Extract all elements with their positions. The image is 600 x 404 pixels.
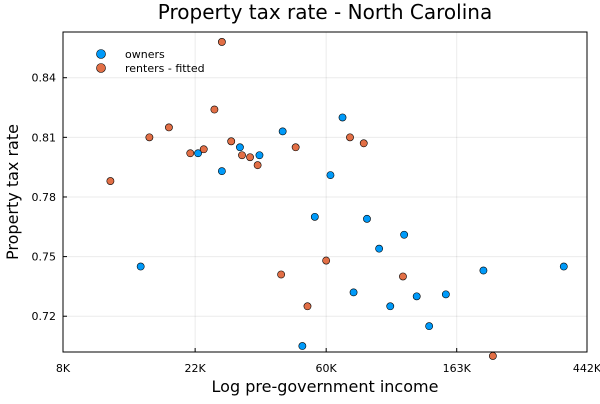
- data-point: [194, 149, 202, 158]
- data-point: [359, 139, 368, 148]
- data-point: [186, 149, 195, 158]
- data-point: [326, 171, 335, 180]
- data-point: [253, 161, 262, 170]
- series-owners: [136, 113, 568, 350]
- data-point: [488, 352, 497, 360]
- data-point: [199, 145, 208, 154]
- data-points: [106, 38, 568, 360]
- series-renters-fitted: [106, 38, 497, 360]
- y-axis-label: Property tax rate: [3, 124, 22, 260]
- data-point: [217, 167, 226, 176]
- data-point: [227, 137, 236, 146]
- plot-frame: [62, 31, 588, 353]
- data-point: [303, 302, 312, 311]
- y-tick-label: 0.75: [32, 251, 57, 264]
- data-point: [399, 272, 407, 281]
- data-point: [386, 302, 395, 311]
- data-point: [363, 214, 371, 223]
- data-point: [238, 151, 246, 160]
- x-tick-label: 8K: [56, 362, 71, 375]
- data-point: [375, 244, 384, 253]
- x-axis-ticks: 8K 22K 60K 163K 442K: [56, 348, 600, 375]
- legend-label: renters - fitted: [125, 62, 205, 75]
- legend-marker: [96, 63, 106, 73]
- data-point: [441, 290, 450, 299]
- data-point: [298, 342, 307, 350]
- data-point: [559, 262, 568, 271]
- data-point: [349, 288, 358, 297]
- data-point: [236, 143, 244, 152]
- legend-label: owners: [125, 48, 165, 61]
- data-point: [210, 105, 219, 114]
- data-point: [400, 230, 409, 239]
- y-tick-label: 0.81: [32, 131, 57, 144]
- data-point: [165, 123, 173, 132]
- data-point: [412, 292, 421, 301]
- data-point: [278, 127, 287, 136]
- chart-title: Property tax rate - North Carolina: [158, 0, 492, 24]
- y-axis-ticks: 0.72 0.75 0.78 0.81 0.84: [32, 72, 67, 323]
- legend-marker: [96, 49, 106, 59]
- y-tick-label: 0.84: [32, 72, 57, 85]
- data-point: [346, 133, 354, 142]
- data-point: [291, 143, 300, 152]
- data-point: [217, 38, 226, 46]
- y-tick-label: 0.72: [32, 310, 57, 323]
- data-point: [145, 133, 154, 142]
- x-tick-label: 163K: [443, 362, 472, 375]
- x-tick-label: 22K: [185, 362, 207, 375]
- data-point: [136, 262, 145, 271]
- data-point: [338, 113, 347, 122]
- data-point: [425, 322, 434, 331]
- data-point: [322, 256, 331, 265]
- x-tick-label: 442K: [573, 362, 600, 375]
- grid: [62, 32, 588, 352]
- x-axis-label: Log pre-government income: [212, 377, 439, 396]
- data-point: [255, 151, 264, 160]
- data-point: [277, 270, 286, 279]
- x-tick-label: 60K: [316, 362, 338, 375]
- data-point: [246, 153, 254, 162]
- data-point: [310, 212, 319, 221]
- data-point: [106, 177, 115, 185]
- data-point: [479, 266, 488, 275]
- y-tick-label: 0.78: [32, 191, 57, 204]
